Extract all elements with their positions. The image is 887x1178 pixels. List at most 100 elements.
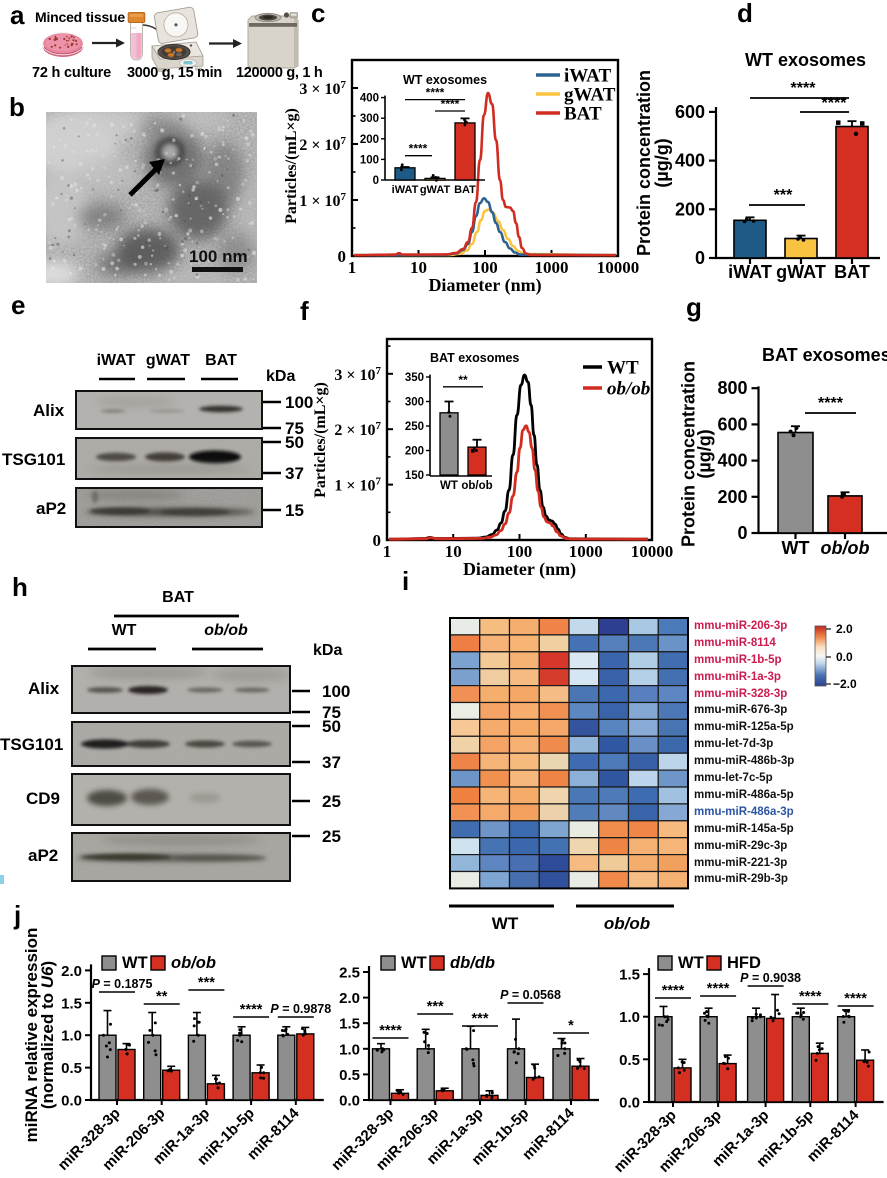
svg-text:BAT: BAT [564,104,602,125]
svg-text:db/db: db/db [450,954,495,972]
svg-text:150: 150 [405,470,424,482]
svg-text:100: 100 [507,542,533,561]
svg-text:400: 400 [675,151,705,171]
svg-text:0.5: 0.5 [619,1052,640,1069]
svg-text:1 × 107: 1 × 107 [334,476,381,495]
svg-text:ob/ob: ob/ob [461,480,492,492]
svg-text:gWAT: gWAT [420,184,451,196]
svg-text:P = 0.9038: P = 0.9038 [740,971,801,985]
svg-text:1.5: 1.5 [339,1016,360,1033]
svg-text:0.5: 0.5 [61,1060,82,1077]
svg-text:****: **** [791,80,817,97]
svg-text:****: **** [818,395,844,412]
svg-text:0: 0 [338,247,347,266]
svg-text:2.0: 2.0 [61,963,82,980]
svg-text:3 × 107: 3 × 107 [334,365,381,384]
svg-text:ob/ob: ob/ob [171,954,216,972]
svg-text:(µg/g): (µg/g) [652,138,672,187]
svg-text:100 nm: 100 nm [189,247,248,266]
svg-text:ob/ob: ob/ob [821,538,870,558]
svg-text:0: 0 [373,175,379,187]
svg-text:BAT exosomes: BAT exosomes [430,351,519,365]
svg-text:400: 400 [717,451,747,471]
svg-text:1000: 1000 [569,542,603,561]
svg-text:10000: 10000 [631,542,674,561]
svg-text:600: 600 [675,102,705,122]
svg-text:**: ** [156,989,168,1005]
svg-text:****: **** [426,86,445,100]
svg-text:WT: WT [607,358,639,379]
svg-text:****: **** [441,97,460,111]
svg-text:0: 0 [695,248,705,268]
svg-text:0: 0 [373,531,382,550]
svg-text:****: **** [662,983,685,999]
svg-text:BAT: BAT [454,184,476,196]
svg-text:3 × 107: 3 × 107 [299,79,346,98]
svg-text:*: * [568,1018,574,1034]
svg-text:2 × 107: 2 × 107 [299,135,346,154]
svg-text:2 × 107: 2 × 107 [334,420,381,439]
svg-text:0.0: 0.0 [619,1095,640,1112]
svg-text:****: **** [822,95,848,112]
svg-text:****: **** [844,991,867,1007]
svg-text:WT exosomes: WT exosomes [403,73,487,87]
svg-text:HFD: HFD [727,954,761,972]
svg-text:Diameter (nm): Diameter (nm) [463,559,576,580]
svg-text:800: 800 [717,378,747,398]
svg-text:2.5: 2.5 [339,965,360,982]
svg-text:****: **** [379,1023,402,1039]
svg-text:***: *** [198,975,215,991]
svg-text:1: 1 [383,542,392,561]
svg-text:10: 10 [445,542,462,561]
svg-text:Particles/(mL×g): Particles/(mL×g) [283,108,300,224]
svg-text:Diameter (nm): Diameter (nm) [428,275,541,296]
svg-text:1.0: 1.0 [619,1009,640,1026]
svg-text:iWAT: iWAT [728,262,772,282]
svg-text:250: 250 [405,421,424,433]
svg-text:(normalized to U6): (normalized to U6) [38,961,57,1109]
svg-text:iWAT: iWAT [564,66,611,87]
svg-text:100: 100 [472,258,498,277]
svg-text:10: 10 [410,258,427,277]
svg-text:300: 300 [360,113,379,125]
svg-text:gWAT: gWAT [564,85,616,106]
svg-text:P = 0.0568: P = 0.0568 [500,988,561,1002]
svg-text:0.0: 0.0 [61,1093,82,1110]
svg-text:200: 200 [405,446,424,458]
svg-text:****: **** [707,981,730,997]
svg-text:350: 350 [405,372,424,384]
svg-text:***: *** [774,187,793,204]
svg-text:0: 0 [737,523,747,543]
svg-text:Protein concentration: Protein concentration [679,361,699,547]
svg-text:***: *** [472,1011,489,1027]
svg-text:WT: WT [782,538,810,558]
svg-text:100: 100 [360,154,379,166]
svg-text:1 × 107: 1 × 107 [299,191,346,210]
svg-text:****: **** [799,989,822,1005]
svg-text:gWAT: gWAT [776,262,826,282]
svg-text:200: 200 [675,199,705,219]
svg-text:***: *** [427,999,444,1015]
svg-text:****: **** [409,142,428,156]
svg-text:1: 1 [348,258,357,277]
svg-text:BAT exosomes: BAT exosomes [762,345,887,365]
svg-text:1.5: 1.5 [619,967,640,984]
svg-text:1.0: 1.0 [339,1041,360,1058]
svg-text:300: 300 [405,397,424,409]
svg-text:WT exosomes: WT exosomes [745,50,866,70]
svg-text:WT: WT [122,954,148,972]
svg-text:WT: WT [678,954,704,972]
svg-text:200: 200 [360,134,379,146]
svg-text:0.5: 0.5 [339,1067,360,1084]
svg-text:1000: 1000 [535,258,569,277]
svg-text:0.0: 0.0 [339,1093,360,1110]
svg-text:BAT: BAT [834,262,870,282]
svg-text:Protein concentration: Protein concentration [634,70,654,256]
svg-text:P = 0.1875: P = 0.1875 [92,977,153,991]
svg-text:P = 0.9878: P = 0.9878 [270,1002,331,1016]
svg-text:600: 600 [717,414,747,434]
svg-text:iWAT: iWAT [392,184,419,196]
svg-text:WT: WT [440,480,458,492]
svg-text:**: ** [458,373,468,387]
svg-text:WT: WT [401,954,427,972]
